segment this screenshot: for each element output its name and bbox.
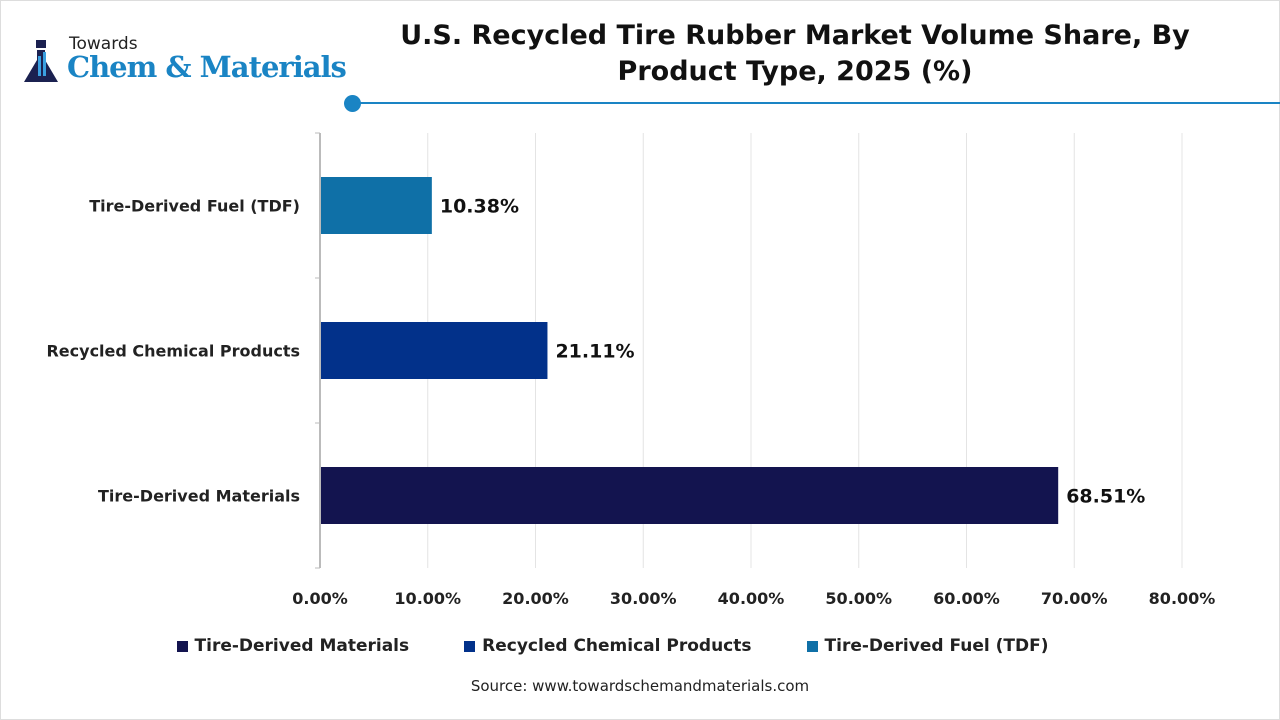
x-tick-label: 40.00%	[718, 589, 785, 608]
data-label: 10.38%	[440, 196, 519, 218]
x-tick-label: 30.00%	[610, 589, 677, 608]
category-label: Tire-Derived Materials	[98, 487, 300, 506]
bar	[321, 177, 432, 234]
x-tick-label: 70.00%	[1041, 589, 1108, 608]
legend-label: Tire-Derived Fuel (TDF)	[824, 636, 1049, 656]
legend-label: Recycled Chemical Products	[482, 636, 752, 656]
title-rule-dot	[344, 95, 361, 112]
flask-icon	[24, 40, 58, 82]
legend-item: Tire-Derived Fuel (TDF)	[806, 636, 1049, 656]
logo-main-text: Chem & Materials	[67, 50, 347, 84]
title-rule	[352, 102, 1280, 104]
x-tick-label: 0.00%	[292, 589, 348, 608]
legend-swatch	[464, 640, 476, 652]
category-label: Tire-Derived Fuel (TDF)	[89, 197, 300, 216]
x-tick-label: 50.00%	[825, 589, 892, 608]
chart-title: U.S. Recycled Tire Rubber Market Volume …	[400, 20, 1190, 87]
legend-swatch	[176, 640, 188, 652]
bar	[321, 322, 548, 379]
data-label: 21.11%	[555, 341, 634, 363]
legend-item: Tire-Derived Materials	[176, 636, 410, 656]
legend-label: Tire-Derived Materials	[194, 636, 410, 656]
legend-item: Recycled Chemical Products	[464, 636, 752, 656]
x-tick-label: 80.00%	[1149, 589, 1216, 608]
x-tick-label: 20.00%	[502, 589, 569, 608]
x-tick-label: 10.00%	[394, 589, 461, 608]
logo-top-text: Towards	[69, 34, 138, 54]
legend-swatch	[806, 640, 818, 652]
category-label: Recycled Chemical Products	[46, 342, 300, 361]
source-text: Source: www.towardschemandmaterials.com	[470, 677, 810, 695]
legend: Tire-Derived Materials Recycled Chemical …	[0, 636, 1280, 656]
logo: Towards Chem & Materials	[22, 34, 347, 94]
x-tick-label: 60.00%	[933, 589, 1000, 608]
data-label: 68.51%	[1066, 486, 1145, 508]
bar	[321, 467, 1059, 524]
